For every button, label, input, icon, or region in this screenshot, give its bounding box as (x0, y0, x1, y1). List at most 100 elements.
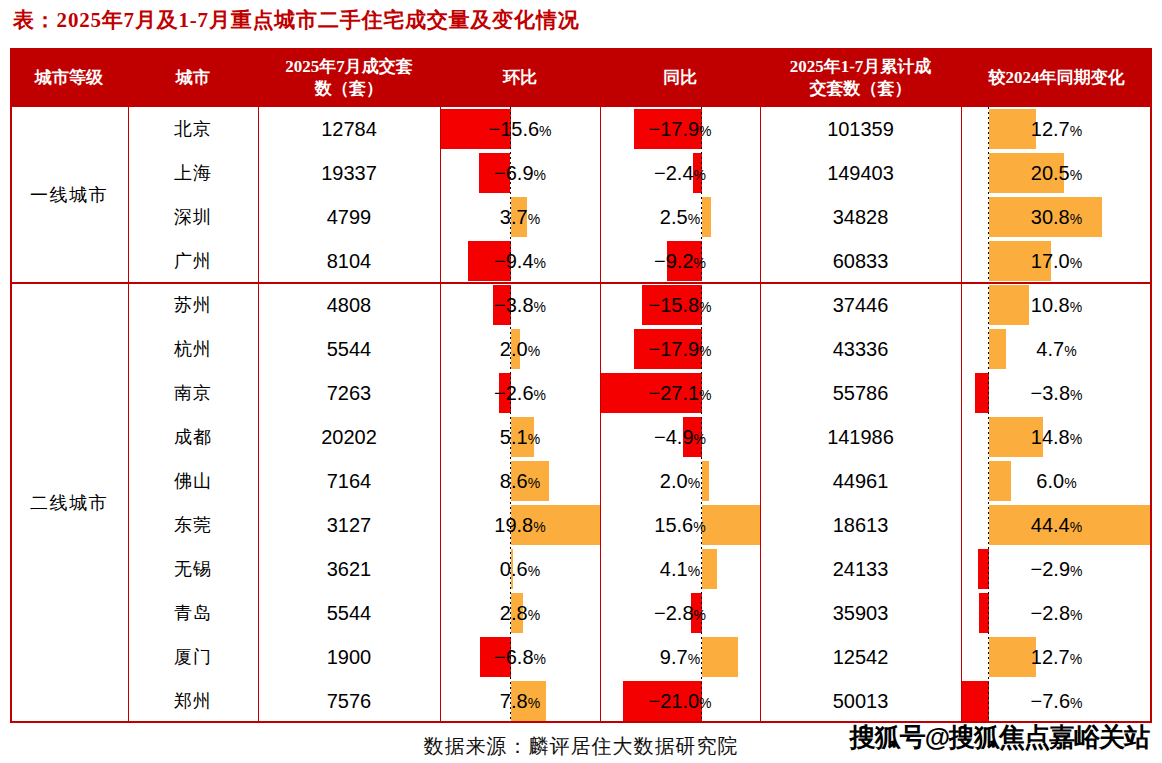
percent-value: 17.0 (1031, 250, 1070, 272)
jul-count-cell: 1900 (258, 635, 440, 679)
percent-value: −2.8 (654, 602, 693, 624)
cum-count-cell: 24133 (760, 547, 961, 591)
cum-count-cell: 55786 (760, 371, 961, 415)
percent-value: 14.8 (1031, 426, 1070, 448)
percent-sign: % (1064, 343, 1076, 359)
header-label: 同比 (663, 67, 697, 89)
header-label: 2025年7月成交套 (285, 56, 413, 78)
mom-value-cell: 0.6% (440, 547, 600, 591)
jul-count-cell: 7263 (258, 371, 440, 415)
city-cell: 佛山 (128, 459, 258, 503)
cum-count-cell: 44961 (760, 459, 961, 503)
chg-value-cell: −3.8% (961, 371, 1152, 415)
mom-value-cell: −3.8% (440, 283, 600, 327)
percent-value: 10.8 (1031, 294, 1070, 316)
percent-sign: % (694, 167, 706, 183)
percent-value: 6.0 (1036, 470, 1064, 492)
chg-value-cell: −2.9% (961, 547, 1152, 591)
percent-value: 30.8 (1031, 206, 1070, 228)
header-label: 城市等级 (35, 67, 103, 89)
percent-sign: % (699, 387, 711, 403)
jul-count-cell: 3127 (258, 503, 440, 547)
percent-value: 4.1 (660, 558, 688, 580)
percent-sign: % (1070, 123, 1082, 139)
percent-sign: % (699, 695, 711, 711)
mom-value-cell: −9.4% (440, 239, 600, 283)
percent-value: −6.9 (494, 162, 533, 184)
chg-value-cell: 12.7% (961, 635, 1152, 679)
jul-count-cell: 20202 (258, 415, 440, 459)
percent-value: −2.9 (1031, 558, 1070, 580)
header-cell-tier: 城市等级 (10, 48, 128, 107)
jul-count-cell: 4808 (258, 283, 440, 327)
percent-sign: % (534, 255, 546, 271)
yoy-value-cell: 15.6% (600, 503, 760, 547)
percent-sign: % (534, 299, 546, 315)
mom-value-cell: 5.1% (440, 415, 600, 459)
mom-value-cell: 3.7% (440, 195, 600, 239)
chg-value-cell: −2.8% (961, 591, 1152, 635)
yoy-value-cell: −2.8% (600, 591, 760, 635)
table-header: 城市等级城市2025年7月成交套数（套）环比同比2025年1-7月累计成交套数（… (10, 48, 1152, 107)
jul-count-cell: 8104 (258, 239, 440, 283)
percent-value: 2.5 (660, 206, 688, 228)
city-cell: 北京 (128, 107, 258, 151)
percent-sign: % (1070, 299, 1082, 315)
chg-value-cell: 6.0% (961, 459, 1152, 503)
mom-value-cell: 2.8% (440, 591, 600, 635)
percent-value: −21.0 (648, 690, 699, 712)
header-cell-chg: 较2024年同期变化 (961, 48, 1152, 107)
mom-value-cell: 19.8% (440, 503, 600, 547)
percent-sign: % (688, 211, 700, 227)
cum-count-cell: 37446 (760, 283, 961, 327)
jul-count-cell: 5544 (258, 327, 440, 371)
header-label: 较2024年同期变化 (989, 67, 1125, 89)
percent-sign: % (534, 387, 546, 403)
percent-value: 7.8 (500, 690, 528, 712)
chg-value-cell: 4.7% (961, 327, 1152, 371)
mom-value-cell: 8.6% (440, 459, 600, 503)
city-cell: 南京 (128, 371, 258, 415)
jul-count-cell: 12784 (258, 107, 440, 151)
percent-sign: % (1070, 167, 1082, 183)
header-label: 环比 (503, 67, 537, 89)
city-cell: 青岛 (128, 591, 258, 635)
jul-count-cell: 19337 (258, 151, 440, 195)
mom-value-cell: −2.6% (440, 371, 600, 415)
percent-value: 19.8 (494, 514, 533, 536)
percent-value: −2.4 (654, 162, 693, 184)
percent-value: 8.6 (500, 470, 528, 492)
percent-sign: % (533, 519, 545, 535)
city-cell: 广州 (128, 239, 258, 283)
yoy-value-cell: 2.0% (600, 459, 760, 503)
percent-value: 0.6 (500, 558, 528, 580)
percent-sign: % (528, 695, 540, 711)
percent-value: 44.4 (1031, 514, 1070, 536)
chg-value-cell: 12.7% (961, 107, 1152, 151)
percent-sign: % (699, 299, 711, 315)
mom-value-cell: −15.6% (440, 107, 600, 151)
header-cell-cum: 2025年1-7月累计成交套数（套） (760, 48, 961, 107)
yoy-value-cell: 9.7% (600, 635, 760, 679)
page-title: 表：2025年7月及1-7月重点城市二手住宅成交量及变化情况 (13, 6, 580, 34)
percent-sign: % (1070, 431, 1082, 447)
percent-value: −17.9 (648, 118, 699, 140)
mom-value-cell: −6.8% (440, 635, 600, 679)
yoy-value-cell: −27.1% (600, 371, 760, 415)
percent-value: −9.4 (494, 250, 533, 272)
percent-value: 15.6 (654, 514, 693, 536)
percent-value: −2.6 (494, 382, 533, 404)
percent-value: 5.1 (500, 426, 528, 448)
cum-count-cell: 18613 (760, 503, 961, 547)
percent-value: −15.8 (648, 294, 699, 316)
percent-value: 4.7 (1036, 338, 1064, 360)
percent-sign: % (528, 607, 540, 623)
cum-count-cell: 34828 (760, 195, 961, 239)
percent-value: −27.1 (648, 382, 699, 404)
percent-value: 12.7 (1031, 646, 1070, 668)
city-cell: 成都 (128, 415, 258, 459)
percent-value: 20.5 (1031, 162, 1070, 184)
percent-sign: % (1070, 563, 1082, 579)
mom-value-cell: −6.9% (440, 151, 600, 195)
yoy-value-cell: −17.9% (600, 327, 760, 371)
